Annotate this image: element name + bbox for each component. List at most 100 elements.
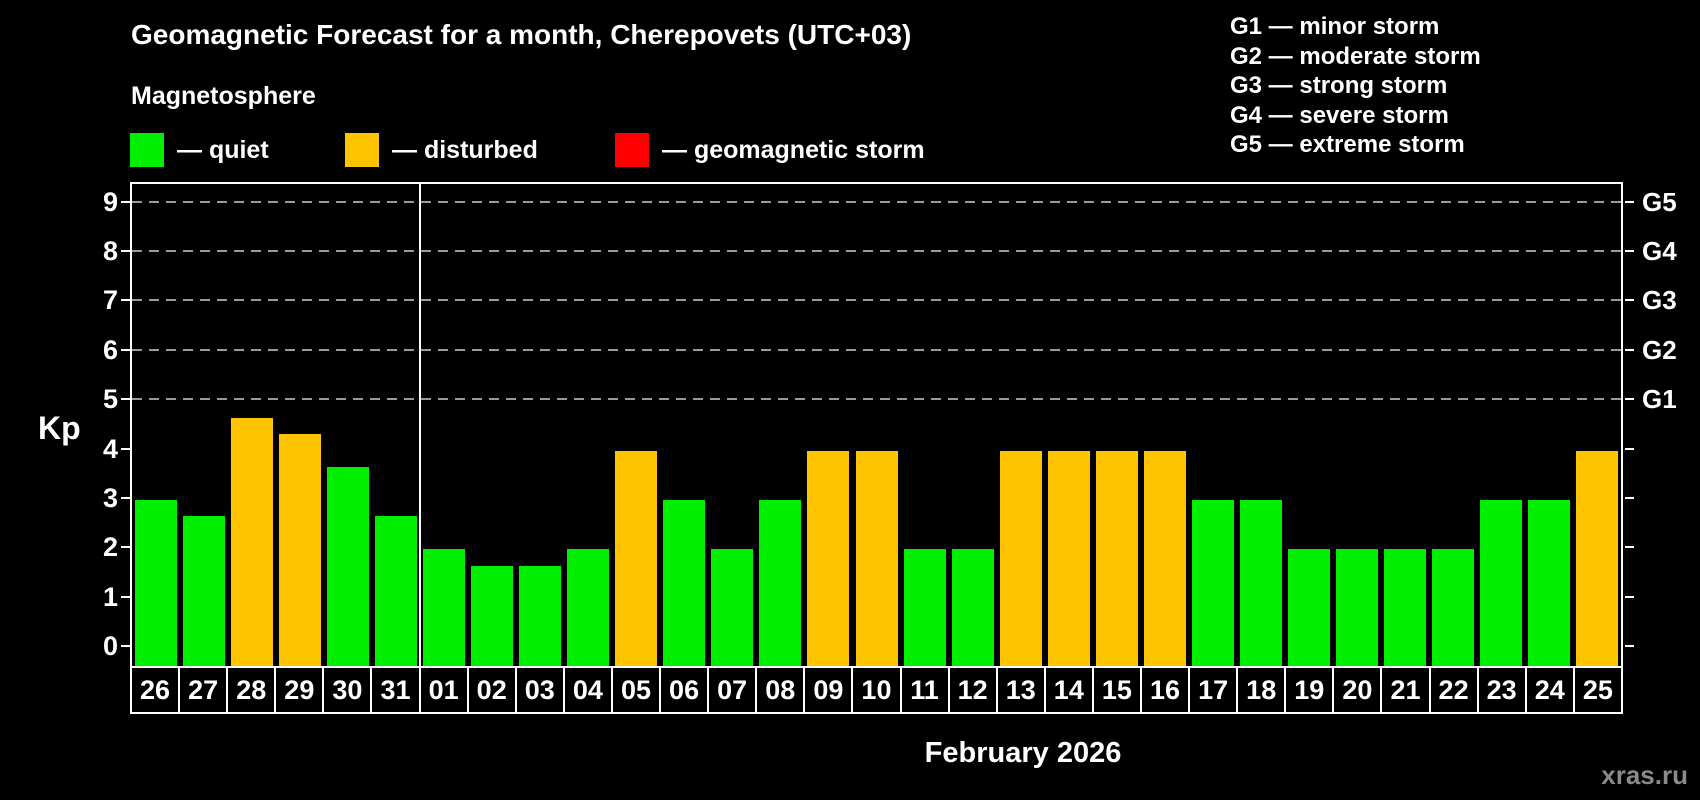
day-label-31: 31 xyxy=(370,666,421,714)
g-scale-legend-line-3: G3 — strong storm xyxy=(1230,72,1448,100)
quiet-legend-label: — quiet xyxy=(177,136,269,164)
plot-frame xyxy=(130,182,1623,668)
y-axis-tick-right-6 xyxy=(1625,348,1634,351)
y-axis-tick-label-4: 4 xyxy=(102,433,118,464)
bar-day-20 xyxy=(1335,549,1378,668)
bar-day-09 xyxy=(807,450,850,668)
bar-day-11 xyxy=(903,549,946,668)
day-label-10: 10 xyxy=(851,666,902,714)
bar-day-24 xyxy=(1527,500,1570,668)
bar-day-01 xyxy=(423,549,466,668)
bar-day-25 xyxy=(1575,450,1618,668)
bar-day-02 xyxy=(471,565,514,668)
gridline-kp5 xyxy=(132,398,1621,401)
y-axis-tick-right-3 xyxy=(1625,497,1634,500)
y-axis-tick-label-3: 3 xyxy=(102,483,118,514)
y-axis-tick-right-9 xyxy=(1625,200,1634,203)
g-scale-legend-line-2: G2 — moderate storm xyxy=(1230,42,1481,70)
y-axis-tick-right-5 xyxy=(1625,398,1634,401)
day-label-03: 03 xyxy=(514,666,565,714)
day-label-19: 19 xyxy=(1284,666,1335,714)
y-axis-tick-label-6: 6 xyxy=(102,334,118,365)
day-label-25: 25 xyxy=(1572,666,1623,714)
y-axis-tick-left-7 xyxy=(121,299,130,302)
y-axis-tick-label-2: 2 xyxy=(102,532,118,563)
quiet-legend-swatch xyxy=(130,133,164,167)
day-label-18: 18 xyxy=(1236,666,1287,714)
g-axis-label-g5: G5 xyxy=(1642,186,1677,217)
y-axis-tick-right-1 xyxy=(1625,595,1634,598)
day-label-29: 29 xyxy=(274,666,325,714)
bar-day-22 xyxy=(1431,549,1474,668)
g-axis-label-g1: G1 xyxy=(1642,384,1677,415)
disturbed-legend-label: — disturbed xyxy=(392,136,538,164)
chart-subtitle: Magnetosphere xyxy=(131,82,316,110)
y-axis-tick-right-2 xyxy=(1625,546,1634,549)
day-label-20: 20 xyxy=(1332,666,1383,714)
g-scale-legend: G1 — minor storm G2 — moderate storm G3 — … xyxy=(1230,12,1481,160)
bar-day-15 xyxy=(1095,450,1138,668)
bar-day-07 xyxy=(711,549,754,668)
y-axis-tick-right-4 xyxy=(1625,447,1634,450)
g-axis-label-g2: G2 xyxy=(1642,334,1677,365)
bar-day-26 xyxy=(135,500,178,668)
y-axis-label: Kp xyxy=(38,410,81,446)
gridline-kp7 xyxy=(132,299,1621,302)
bar-day-28 xyxy=(231,417,274,668)
y-axis-tick-left-4 xyxy=(121,447,130,450)
y-axis-tick-left-3 xyxy=(121,497,130,500)
bar-day-30 xyxy=(327,466,370,668)
y-axis-tick-label-8: 8 xyxy=(102,236,118,267)
bar-day-31 xyxy=(375,516,418,668)
y-axis-tick-left-6 xyxy=(121,348,130,351)
day-label-17: 17 xyxy=(1188,666,1239,714)
bar-day-12 xyxy=(951,549,994,668)
bar-day-03 xyxy=(519,565,562,668)
bar-day-23 xyxy=(1479,500,1522,668)
bar-day-21 xyxy=(1383,549,1426,668)
watermark: xras.ru xyxy=(1601,760,1688,790)
y-axis-tick-left-0 xyxy=(121,645,130,648)
day-label-01: 01 xyxy=(418,666,469,714)
bar-day-05 xyxy=(615,450,658,668)
y-axis-tick-left-1 xyxy=(121,595,130,598)
y-axis-tick-right-0 xyxy=(1625,645,1634,648)
bar-day-08 xyxy=(759,500,802,668)
y-axis-tick-left-9 xyxy=(121,200,130,203)
storm-legend-label: — geomagnetic storm xyxy=(662,136,925,164)
day-label-16: 16 xyxy=(1139,666,1191,714)
day-label-07: 07 xyxy=(707,666,758,714)
chart-title: Geomagnetic Forecast for a month, Cherep… xyxy=(131,19,912,50)
y-axis-tick-label-5: 5 xyxy=(102,384,118,415)
bar-day-06 xyxy=(663,500,706,668)
y-axis-tick-left-8 xyxy=(121,250,130,253)
disturbed-legend-swatch xyxy=(345,133,379,167)
gridline-kp6 xyxy=(132,348,1621,351)
day-label-04: 04 xyxy=(562,666,613,714)
y-axis-tick-label-0: 0 xyxy=(102,631,118,662)
x-axis-day-row: 26 27 28 29 30 31 01 02 03 04 05 06 07 08 09 10 11 12 13 14… xyxy=(130,666,1623,714)
bar-day-27 xyxy=(183,516,226,668)
y-axis-tick-right-8 xyxy=(1625,250,1634,253)
bar-day-19 xyxy=(1287,549,1330,668)
y-axis-tick-label-7: 7 xyxy=(102,285,118,316)
g-scale-legend-line-1: G1 — minor storm xyxy=(1230,13,1440,40)
bar-day-17 xyxy=(1191,500,1234,668)
day-label-14: 14 xyxy=(1043,666,1094,714)
bar-day-16 xyxy=(1143,450,1186,668)
storm-legend-swatch xyxy=(615,133,649,167)
bar-day-13 xyxy=(999,450,1042,668)
day-label-22: 22 xyxy=(1428,666,1479,714)
day-label-05: 05 xyxy=(610,666,662,714)
day-label-06: 06 xyxy=(659,666,710,714)
day-label-12: 12 xyxy=(947,666,998,714)
g-scale-legend-line-4: G4 — severe storm xyxy=(1230,101,1449,129)
day-label-13: 13 xyxy=(995,666,1046,714)
day-label-15: 15 xyxy=(1091,666,1142,714)
g-axis-label-g3: G3 xyxy=(1642,285,1677,316)
bar-day-29 xyxy=(279,434,322,668)
gridline-kp8 xyxy=(132,250,1621,253)
month-boundary-line xyxy=(419,184,422,668)
day-label-08: 08 xyxy=(755,666,806,714)
